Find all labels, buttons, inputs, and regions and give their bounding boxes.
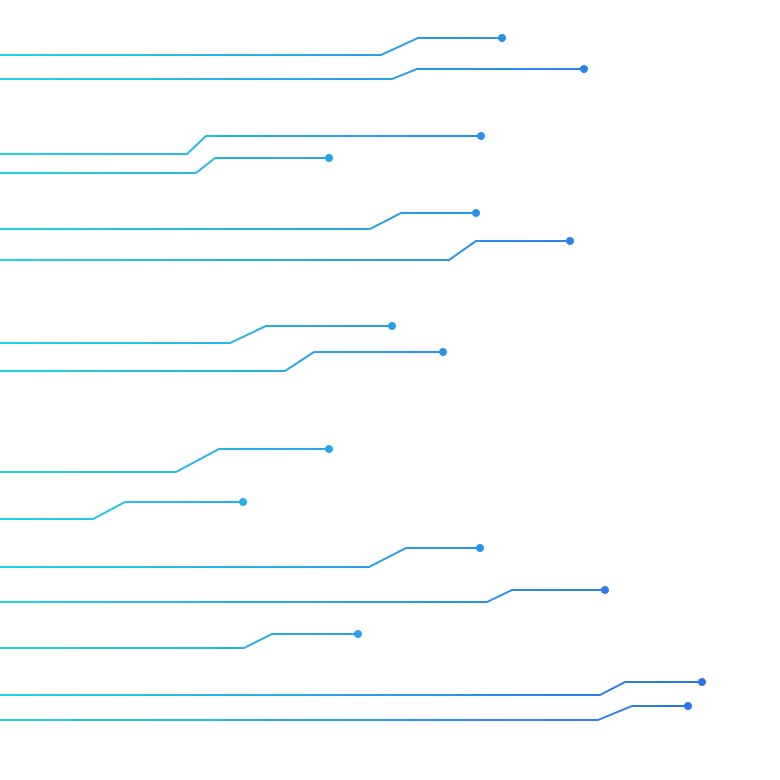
circuit-trace-7	[0, 325, 393, 344]
trace-endpoint-dot-4	[325, 154, 333, 162]
circuit-trace-13	[0, 633, 359, 649]
circuit-trace-11	[0, 547, 481, 568]
trace-endpoint-dot-8	[439, 348, 447, 356]
circuit-trace-1	[0, 37, 503, 56]
trace-endpoint-dot-14	[698, 678, 706, 686]
circuit-trace-5	[0, 212, 477, 230]
trace-endpoint-dot-2	[580, 65, 588, 73]
trace-endpoint-dot-6	[566, 237, 574, 245]
circuit-trace-14	[0, 681, 703, 696]
circuit-trace-12	[0, 589, 606, 603]
endpoint-dots-group	[239, 34, 706, 710]
trace-endpoint-dot-3	[477, 132, 485, 140]
circuit-trace-10	[0, 501, 244, 520]
circuit-trace-3	[0, 135, 482, 155]
trace-endpoint-dot-1	[498, 34, 506, 42]
trace-endpoint-dot-12	[601, 586, 609, 594]
trace-endpoint-dot-11	[476, 544, 484, 552]
trace-endpoint-dot-9	[325, 445, 333, 453]
traces-group	[0, 37, 703, 721]
circuit-trace-2	[0, 68, 585, 80]
circuit-trace-9	[0, 448, 330, 473]
trace-endpoint-dot-13	[354, 630, 362, 638]
trace-endpoint-dot-7	[388, 322, 396, 330]
circuit-trace-4	[0, 157, 330, 174]
circuit-trace-6	[0, 240, 571, 261]
trace-endpoint-dot-10	[239, 498, 247, 506]
circuit-trace-15	[0, 705, 689, 721]
trace-endpoint-dot-5	[472, 209, 480, 217]
circuit-trace-8	[0, 351, 444, 372]
trace-endpoint-dot-15	[684, 702, 692, 710]
